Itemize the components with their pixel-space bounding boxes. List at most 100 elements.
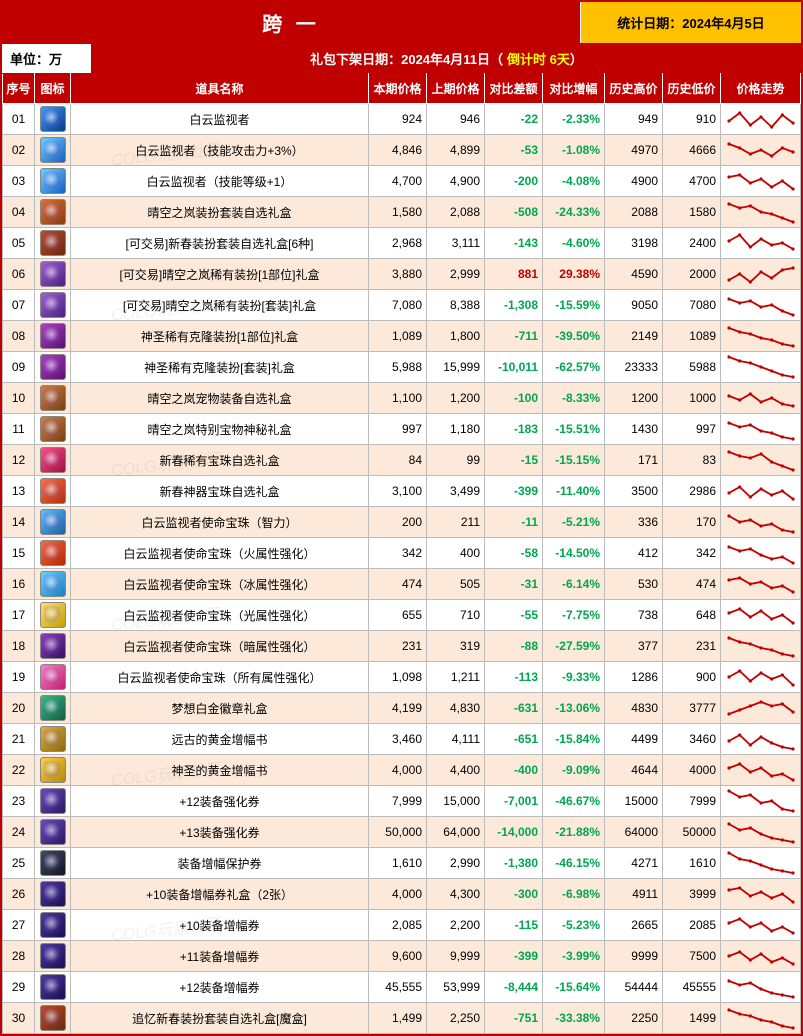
current-price: 1,100 xyxy=(369,383,427,414)
current-price: 1,499 xyxy=(369,1003,427,1034)
diff-percent: -27.59% xyxy=(543,631,605,662)
sparkline-cell xyxy=(721,259,801,290)
row-index: 27 xyxy=(3,910,35,941)
diff-value: -400 xyxy=(485,755,543,786)
item-icon-cell xyxy=(35,228,71,259)
previous-price: 1,180 xyxy=(427,414,485,445)
sparkline-chart xyxy=(725,169,797,193)
item-icon xyxy=(40,757,66,783)
history-low: 2986 xyxy=(663,476,721,507)
current-price: 231 xyxy=(369,631,427,662)
previous-price: 319 xyxy=(427,631,485,662)
item-icon xyxy=(40,819,66,845)
item-icon xyxy=(40,416,66,442)
diff-value: -7,001 xyxy=(485,786,543,817)
row-index: 12 xyxy=(3,445,35,476)
diff-value: -711 xyxy=(485,321,543,352)
diff-percent: -24.33% xyxy=(543,197,605,228)
history-low: 7999 xyxy=(663,786,721,817)
history-high: 15000 xyxy=(605,786,663,817)
item-name: 神圣稀有克隆装扮[套装]礼盒 xyxy=(71,352,369,383)
item-name: 白云监视者使命宝珠（火属性强化） xyxy=(71,538,369,569)
sparkline-chart xyxy=(725,789,797,813)
sparkline-cell xyxy=(721,724,801,755)
diff-percent: -46.67% xyxy=(543,786,605,817)
item-icon-cell xyxy=(35,538,71,569)
item-icon-cell xyxy=(35,414,71,445)
item-icon-cell xyxy=(35,445,71,476)
row-index: 24 xyxy=(3,817,35,848)
row-index: 04 xyxy=(3,197,35,228)
item-icon xyxy=(40,230,66,256)
col-header: 历史低价 xyxy=(663,74,721,104)
current-price: 474 xyxy=(369,569,427,600)
item-icon xyxy=(40,788,66,814)
item-icon-cell xyxy=(35,879,71,910)
history-low: 3460 xyxy=(663,724,721,755)
previous-price: 2,990 xyxy=(427,848,485,879)
table-row: 04晴空之岚装扮套装自选礼盒1,5802,088-508-24.33%20881… xyxy=(3,197,801,228)
item-name: 白云监视者（技能攻击力+3%）COLG玩家社区 xyxy=(71,135,369,166)
unit-label: 单位：万 xyxy=(2,44,92,73)
item-icon-cell xyxy=(35,104,71,135)
item-icon-cell xyxy=(35,631,71,662)
price-table-container: 跨 一 统计日期：2024年4月5日 单位：万 礼包下架日期：2024年4月11… xyxy=(0,0,803,1036)
history-high: 530 xyxy=(605,569,663,600)
item-name: [可交易]新春装扮套装自选礼盒[6种] xyxy=(71,228,369,259)
item-name: 晴空之岚装扮套装自选礼盒 xyxy=(71,197,369,228)
previous-price: 15,000 xyxy=(427,786,485,817)
item-icon xyxy=(40,943,66,969)
history-high: 64000 xyxy=(605,817,663,848)
item-icon-cell xyxy=(35,290,71,321)
sparkline-chart xyxy=(725,386,797,410)
row-index: 06 xyxy=(3,259,35,290)
row-index: 25 xyxy=(3,848,35,879)
sub-header-row: 单位：万 礼包下架日期：2024年4月11日（倒计时 6天） xyxy=(2,43,801,73)
table-row: 27+10装备增幅券COLG玩家社区2,0852,200-115-5.23%26… xyxy=(3,910,801,941)
diff-value: -508 xyxy=(485,197,543,228)
current-price: 4,000 xyxy=(369,755,427,786)
sparkline-chart xyxy=(725,820,797,844)
col-header: 对比差额 xyxy=(485,74,543,104)
sparkline-cell xyxy=(721,631,801,662)
countdown-text: 倒计时 6天 xyxy=(507,49,570,68)
current-price: 7,080 xyxy=(369,290,427,321)
item-icon-cell xyxy=(35,259,71,290)
diff-value: -399 xyxy=(485,941,543,972)
sparkline-cell xyxy=(721,290,801,321)
sparkline-chart xyxy=(725,200,797,224)
history-high: 4499 xyxy=(605,724,663,755)
table-row: 18白云监视者使命宝珠（暗属性强化）231319-88-27.59%377231 xyxy=(3,631,801,662)
history-low: 1089 xyxy=(663,321,721,352)
sparkline-cell xyxy=(721,662,801,693)
history-low: 648 xyxy=(663,600,721,631)
diff-value: -651 xyxy=(485,724,543,755)
sparkline-chart xyxy=(725,975,797,999)
sparkline-cell xyxy=(721,445,801,476)
current-price: 4,199 xyxy=(369,693,427,724)
current-price: 1,610 xyxy=(369,848,427,879)
diff-value: -631 xyxy=(485,693,543,724)
current-price: 84 xyxy=(369,445,427,476)
item-icon-cell xyxy=(35,755,71,786)
table-row: 13新春神器宝珠自选礼盒3,1003,499-399-11.40%3500298… xyxy=(3,476,801,507)
diff-percent: -7.75% xyxy=(543,600,605,631)
diff-value: -8,444 xyxy=(485,972,543,1003)
item-icon xyxy=(40,354,66,380)
current-price: 7,999 xyxy=(369,786,427,817)
item-name: +11装备增幅券 xyxy=(71,941,369,972)
previous-price: 2,999 xyxy=(427,259,485,290)
table-head: 序号图标道具名称本期价格上期价格对比差额对比增幅历史高价历史低价价格走势 xyxy=(3,74,801,104)
diff-value: -58 xyxy=(485,538,543,569)
previous-price: 3,499 xyxy=(427,476,485,507)
item-icon xyxy=(40,974,66,1000)
current-price: 1,089 xyxy=(369,321,427,352)
current-price: 5,988 xyxy=(369,352,427,383)
sparkline-cell xyxy=(721,600,801,631)
sparkline-chart xyxy=(725,417,797,441)
offshelf-date: 礼包下架日期：2024年4月11日（倒计时 6天） xyxy=(92,44,801,73)
item-name: 白云监视者使命宝珠（光属性强化）COLG玩家社区 xyxy=(71,600,369,631)
previous-price: 400 xyxy=(427,538,485,569)
row-index: 10 xyxy=(3,383,35,414)
diff-percent: -3.99% xyxy=(543,941,605,972)
